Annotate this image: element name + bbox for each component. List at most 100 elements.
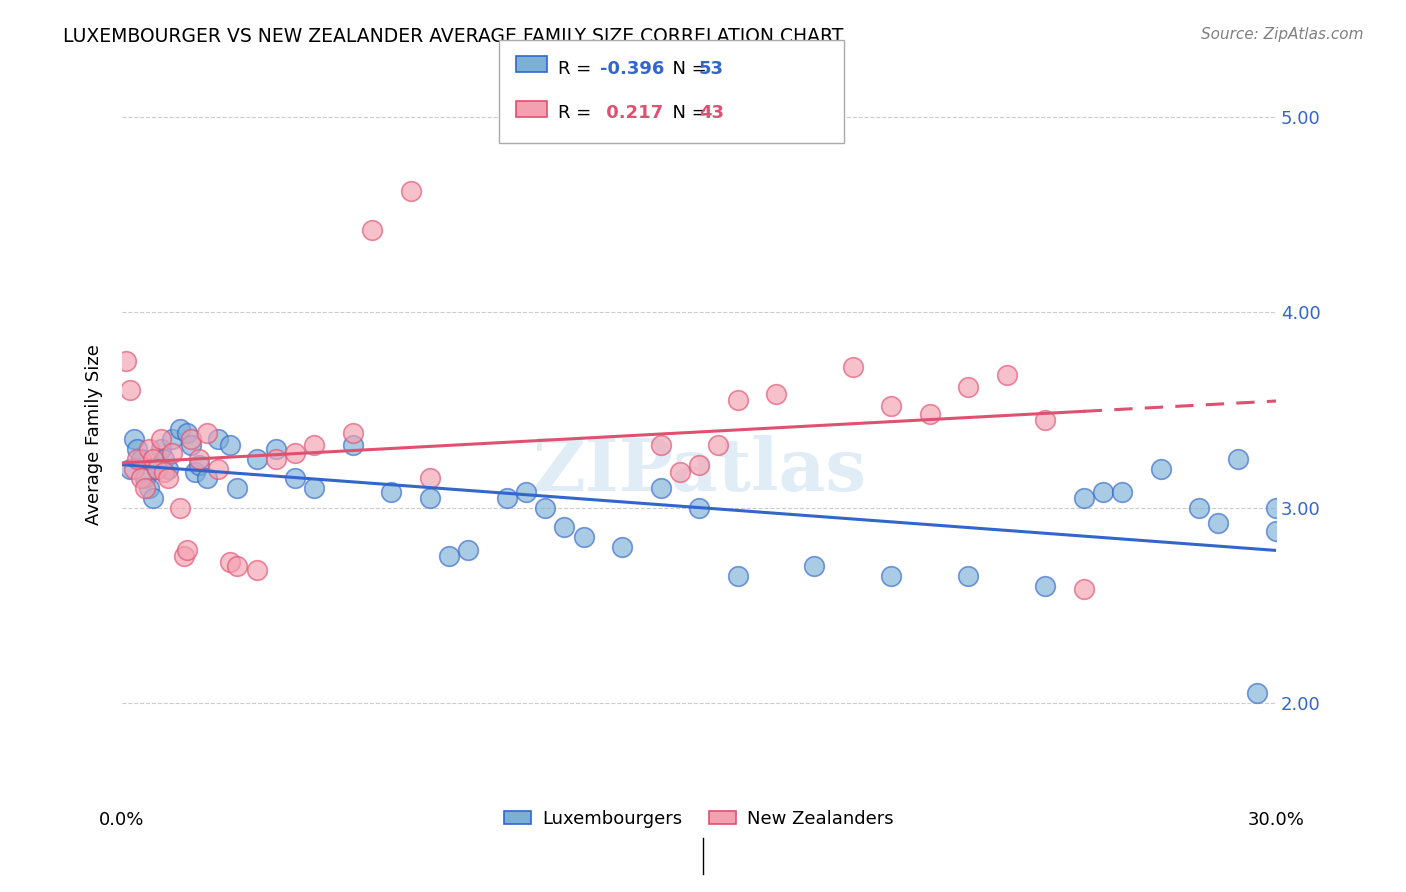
Point bbox=[195, 426, 218, 441]
Point bbox=[437, 549, 460, 564]
Point bbox=[1073, 582, 1095, 597]
Point bbox=[264, 451, 287, 466]
Point bbox=[138, 481, 160, 495]
Point bbox=[138, 442, 160, 456]
Point bbox=[184, 466, 207, 480]
Point bbox=[195, 471, 218, 485]
Point bbox=[1111, 484, 1133, 499]
Text: N =: N = bbox=[661, 60, 713, 78]
Point bbox=[515, 484, 537, 499]
Text: Source: ZipAtlas.com: Source: ZipAtlas.com bbox=[1201, 27, 1364, 42]
Point bbox=[534, 500, 557, 515]
Point bbox=[361, 223, 384, 237]
Point bbox=[149, 432, 172, 446]
Point bbox=[765, 387, 787, 401]
Point bbox=[160, 446, 183, 460]
Point bbox=[380, 484, 402, 499]
Point bbox=[572, 530, 595, 544]
Point bbox=[650, 481, 672, 495]
Point bbox=[226, 559, 249, 574]
Point bbox=[1033, 578, 1056, 592]
Point bbox=[342, 426, 364, 441]
Point bbox=[176, 543, 198, 558]
Point bbox=[457, 543, 479, 558]
Point bbox=[880, 569, 903, 583]
Text: 43: 43 bbox=[699, 104, 724, 122]
Point bbox=[122, 432, 145, 446]
Point bbox=[399, 185, 422, 199]
Point bbox=[207, 432, 229, 446]
Point bbox=[880, 399, 903, 413]
Point bbox=[1073, 491, 1095, 505]
Point bbox=[173, 549, 195, 564]
Point bbox=[553, 520, 575, 534]
Point bbox=[842, 359, 865, 374]
Point bbox=[142, 451, 165, 466]
Point bbox=[129, 471, 152, 485]
Point bbox=[246, 451, 269, 466]
Point bbox=[1265, 524, 1288, 538]
Text: N =: N = bbox=[661, 104, 713, 122]
Point bbox=[419, 471, 441, 485]
Point bbox=[142, 491, 165, 505]
Point bbox=[149, 442, 172, 456]
Point bbox=[176, 426, 198, 441]
Point bbox=[127, 442, 149, 456]
Point bbox=[1033, 413, 1056, 427]
Point bbox=[419, 491, 441, 505]
Point bbox=[342, 438, 364, 452]
Point bbox=[188, 451, 211, 466]
Point bbox=[153, 451, 176, 466]
Point bbox=[304, 438, 326, 452]
Point bbox=[727, 569, 749, 583]
Point bbox=[218, 438, 240, 452]
Point bbox=[169, 422, 191, 436]
Point bbox=[157, 471, 180, 485]
Point bbox=[610, 540, 633, 554]
Point bbox=[995, 368, 1018, 382]
Point bbox=[727, 393, 749, 408]
Point bbox=[957, 379, 980, 393]
Point bbox=[688, 500, 710, 515]
Point bbox=[1150, 461, 1173, 475]
Text: R =: R = bbox=[558, 60, 598, 78]
Point bbox=[134, 481, 156, 495]
Point bbox=[160, 432, 183, 446]
Point bbox=[688, 458, 710, 472]
Text: 53: 53 bbox=[699, 60, 724, 78]
Point bbox=[207, 461, 229, 475]
Point bbox=[169, 500, 191, 515]
Point bbox=[218, 555, 240, 569]
Point bbox=[957, 569, 980, 583]
Point bbox=[803, 559, 825, 574]
Text: LUXEMBOURGER VS NEW ZEALANDER AVERAGE FAMILY SIZE CORRELATION CHART: LUXEMBOURGER VS NEW ZEALANDER AVERAGE FA… bbox=[63, 27, 844, 45]
Point bbox=[304, 481, 326, 495]
Point bbox=[118, 384, 141, 398]
Point bbox=[188, 458, 211, 472]
Point bbox=[669, 466, 692, 480]
Point bbox=[1246, 686, 1268, 700]
Point bbox=[246, 563, 269, 577]
Point bbox=[127, 451, 149, 466]
Text: R =: R = bbox=[558, 104, 598, 122]
Y-axis label: Average Family Size: Average Family Size bbox=[86, 344, 103, 524]
Text: ZIPatlas: ZIPatlas bbox=[531, 435, 866, 507]
Point bbox=[180, 438, 202, 452]
Point bbox=[650, 438, 672, 452]
Point bbox=[118, 461, 141, 475]
Point bbox=[1091, 484, 1114, 499]
Point bbox=[153, 466, 176, 480]
Point bbox=[1265, 500, 1288, 515]
Point bbox=[226, 481, 249, 495]
Point bbox=[134, 471, 156, 485]
Point bbox=[1226, 451, 1249, 466]
Point bbox=[180, 432, 202, 446]
Point bbox=[1208, 516, 1230, 530]
Text: -0.396: -0.396 bbox=[600, 60, 665, 78]
Point bbox=[707, 438, 730, 452]
Point bbox=[115, 354, 138, 368]
Point bbox=[918, 407, 941, 421]
Text: 0.217: 0.217 bbox=[600, 104, 664, 122]
Point bbox=[122, 461, 145, 475]
Point bbox=[145, 461, 167, 475]
